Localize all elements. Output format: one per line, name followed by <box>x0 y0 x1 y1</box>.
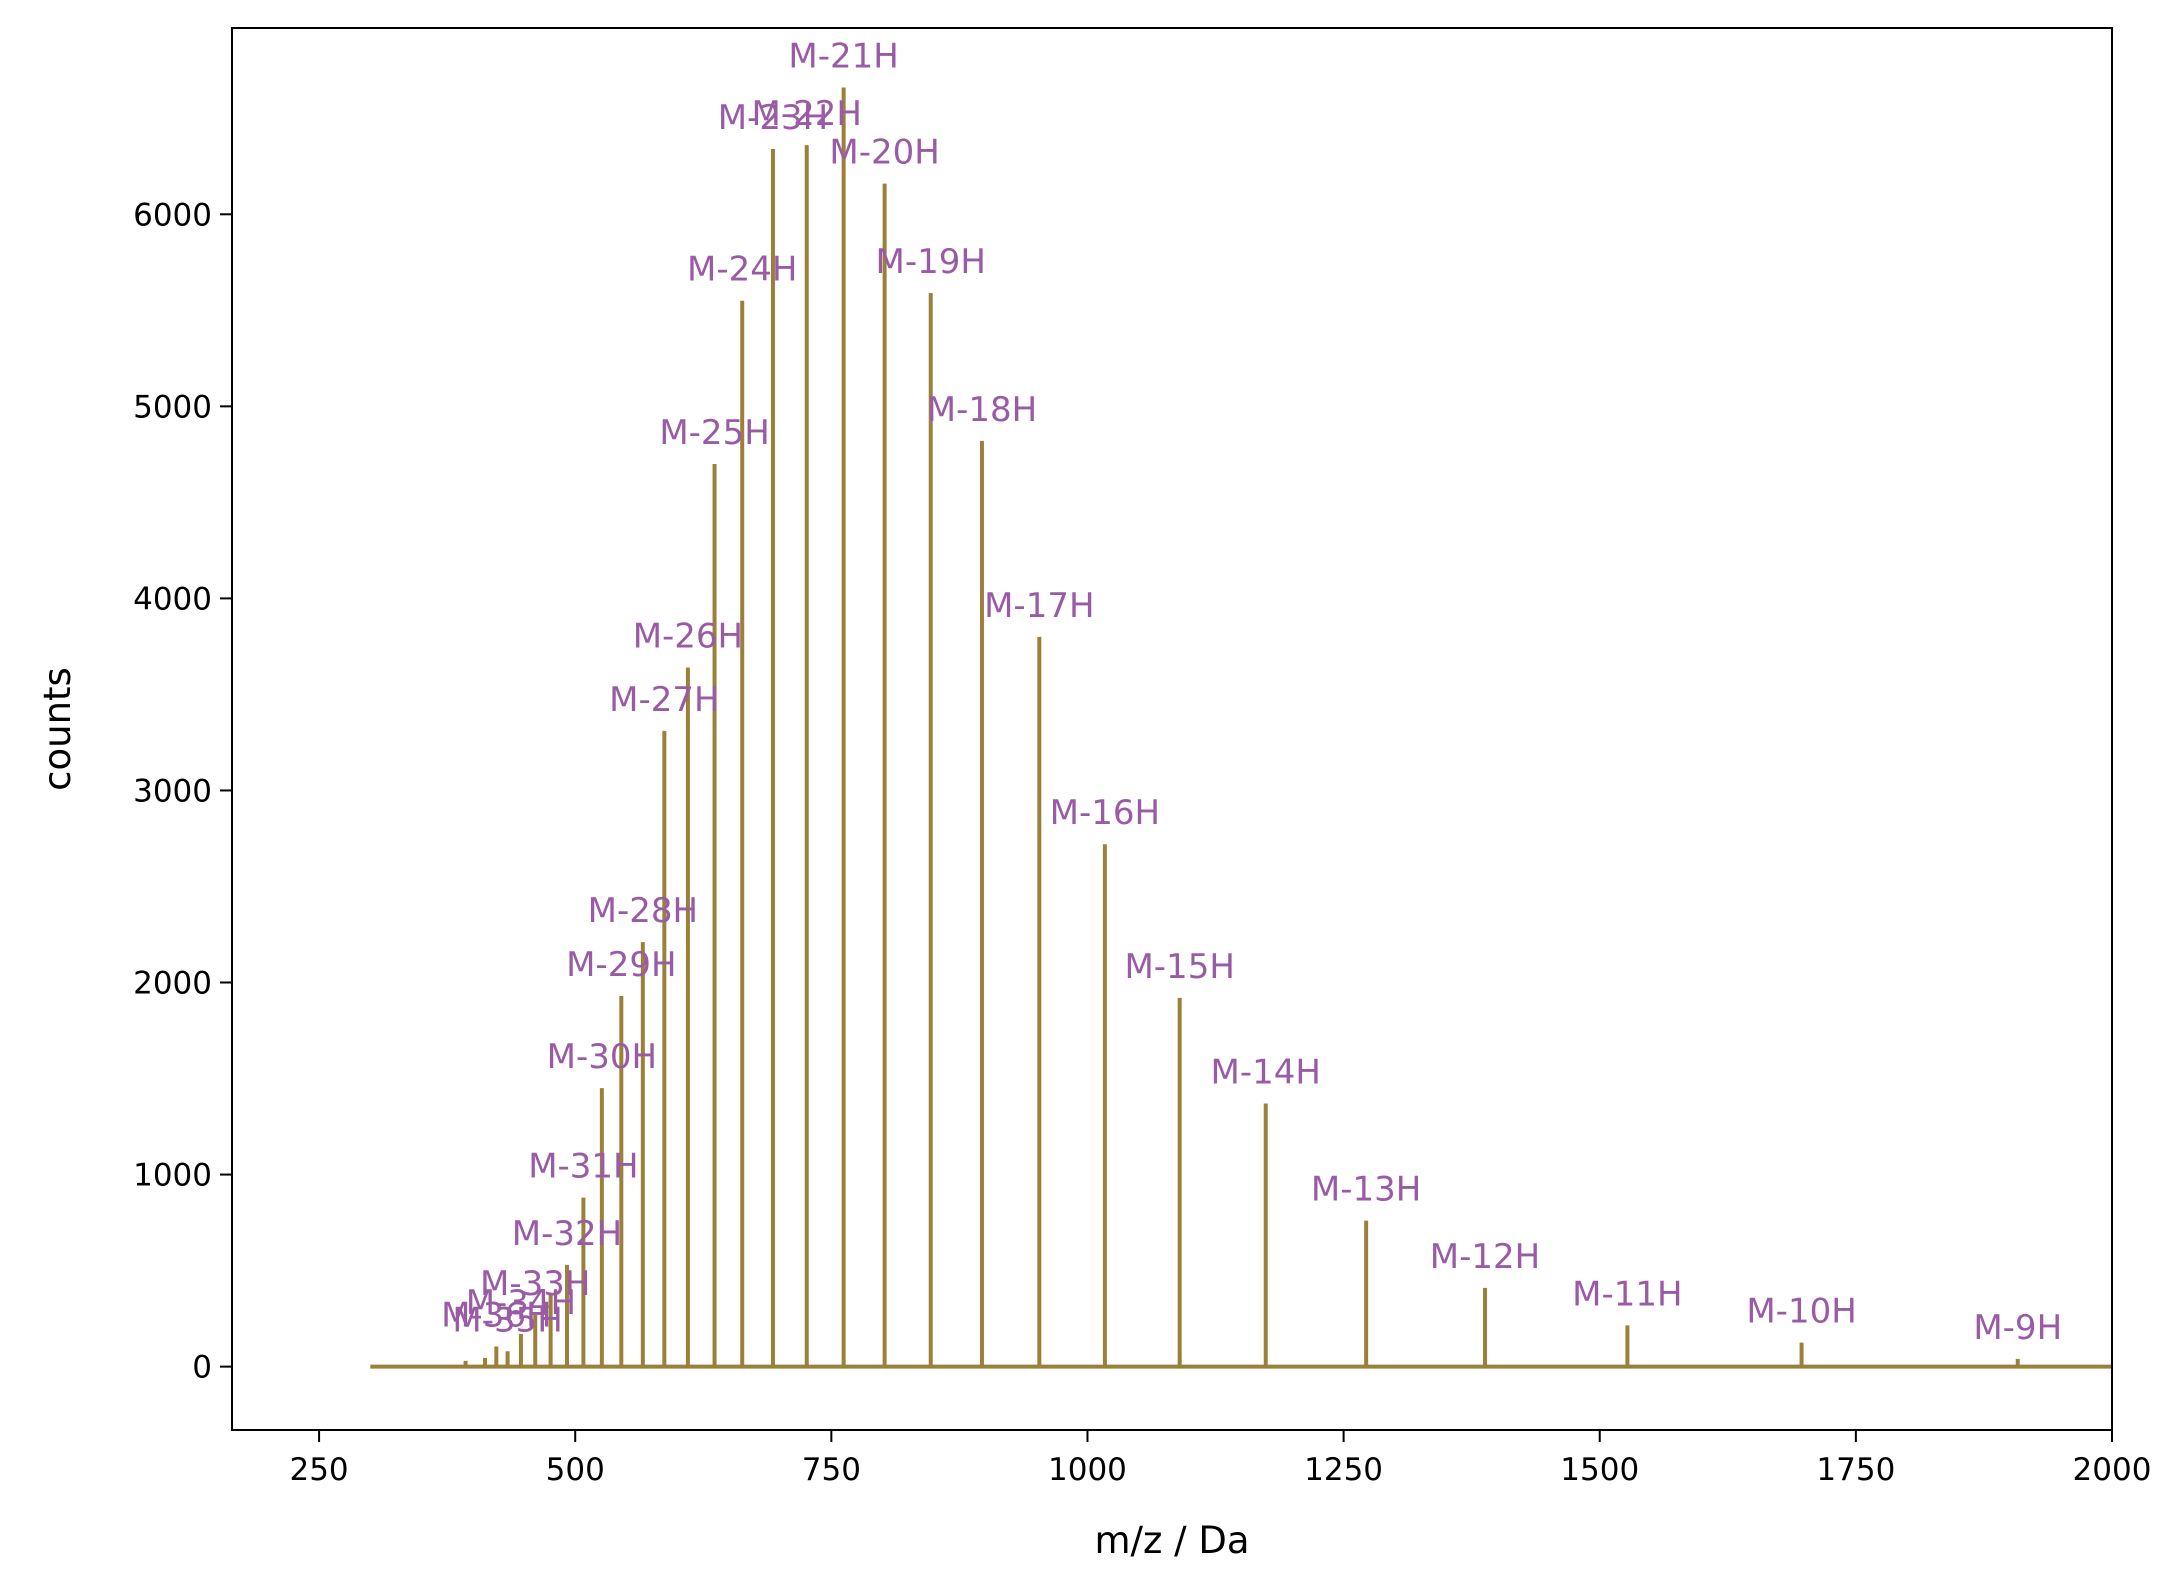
peak-label: M-15H <box>1124 947 1234 987</box>
peak-label: M-26H <box>633 617 743 657</box>
y-tick-label: 1000 <box>133 1158 212 1194</box>
peak-label: M-23H <box>718 98 828 138</box>
peak-label: M-21H <box>788 37 898 77</box>
peak-label: M-36H <box>441 1295 551 1335</box>
peak-label: M-29H <box>566 945 676 985</box>
peak-label: M-24H <box>687 250 797 290</box>
x-tick-label: 500 <box>546 1452 605 1488</box>
peak-label: M-20H <box>829 133 939 173</box>
x-axis-ticks: 250 500 750 1000 1250 1500 1750 2000 <box>289 1430 2151 1488</box>
peak-label: M-9H <box>1973 1308 2062 1348</box>
y-tick-label: 5000 <box>133 389 212 425</box>
peak-label: M-28H <box>588 891 698 931</box>
y-tick-label: 2000 <box>133 966 212 1002</box>
peak-label: M-13H <box>1311 1170 1421 1210</box>
peak-label: M-11H <box>1572 1274 1682 1314</box>
y-tick-label: 3000 <box>133 773 212 809</box>
plot-frame <box>231 27 2113 1431</box>
peak-label: M-31H <box>528 1147 638 1187</box>
y-axis-label: counts <box>36 667 79 791</box>
peak-label: M-35H <box>452 1300 562 1340</box>
peak-label: M-33H <box>480 1264 590 1304</box>
peak-label: M-10H <box>1746 1292 1856 1332</box>
x-tick-label: 2000 <box>2073 1452 2152 1488</box>
peak-label: M-12H <box>1430 1237 1540 1277</box>
y-tick-label: 6000 <box>133 197 212 233</box>
y-axis-ticks: 0 1000 2000 3000 4000 5000 6000 <box>133 197 232 1386</box>
x-tick-label: 250 <box>289 1452 348 1488</box>
x-tick-label: 1500 <box>1560 1452 1639 1488</box>
peak-label: M-25H <box>659 413 769 453</box>
peak-label: M-32H <box>512 1214 622 1254</box>
x-tick-label: 1750 <box>1816 1452 1895 1488</box>
plot-layer <box>370 87 2112 1369</box>
x-tick-label: 750 <box>802 1452 861 1488</box>
peak-label: M-16H <box>1050 793 1160 833</box>
x-tick-label: 1250 <box>1304 1452 1383 1488</box>
peak-label: M-27H <box>609 680 719 720</box>
peak-label: M-18H <box>927 390 1037 430</box>
peak-label: M-34H <box>466 1283 576 1323</box>
peak-label: M-19H <box>876 242 986 282</box>
peak-label: M-30H <box>547 1037 657 1077</box>
peak-label: M-22H <box>752 94 862 134</box>
peak-label: M-14H <box>1211 1053 1321 1093</box>
y-tick-label: 4000 <box>133 581 212 617</box>
peak-label: M-17H <box>984 586 1094 626</box>
y-tick-label: 0 <box>192 1350 212 1386</box>
x-tick-label: 1000 <box>1048 1452 1127 1488</box>
x-axis-label: m/z / Da <box>1094 1519 1249 1562</box>
